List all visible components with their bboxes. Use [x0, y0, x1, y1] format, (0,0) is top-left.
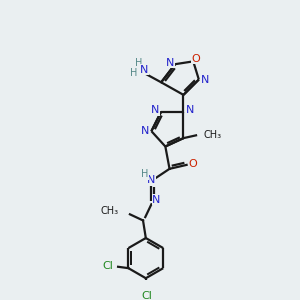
Text: N: N	[141, 126, 149, 136]
Text: O: O	[188, 159, 197, 169]
Text: Cl: Cl	[103, 261, 113, 271]
Text: N: N	[152, 194, 160, 205]
Text: O: O	[192, 54, 200, 64]
Text: H: H	[130, 68, 137, 77]
Text: CH₃: CH₃	[203, 130, 221, 140]
Text: H: H	[135, 58, 142, 68]
Text: Cl: Cl	[142, 291, 153, 300]
Text: N: N	[201, 74, 209, 85]
Text: CH₃: CH₃	[100, 206, 119, 216]
Text: N: N	[140, 65, 148, 75]
Text: N: N	[166, 58, 174, 68]
Text: N: N	[185, 105, 194, 115]
Text: N: N	[151, 105, 159, 115]
Text: H: H	[141, 169, 149, 179]
Text: N: N	[147, 175, 156, 185]
